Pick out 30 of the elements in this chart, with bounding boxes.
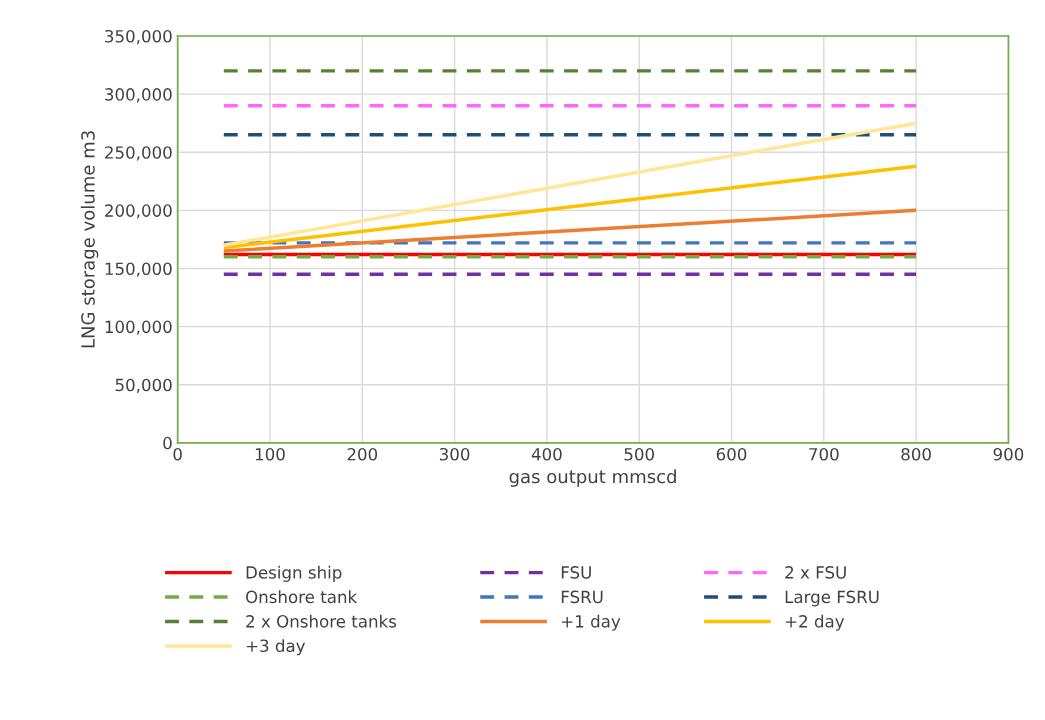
x-tick-label: 400 <box>531 447 562 461</box>
x-axis-title: gas output mmscd <box>509 469 676 487</box>
x-tick-label: 500 <box>624 447 654 461</box>
y-tick-label: 350,000 <box>105 29 172 45</box>
legend-label: Design ship <box>246 565 342 582</box>
legend-label: +1 day <box>562 614 621 631</box>
x-tick-label: 300 <box>439 447 470 461</box>
y-tick-label: 100,000 <box>105 320 172 335</box>
x-tick-label: 0 <box>173 447 182 461</box>
x-tick-label: 900 <box>993 447 1024 461</box>
x-tick-label: 700 <box>809 447 839 461</box>
legend-label: 2 x Onshore tanks <box>246 614 397 628</box>
legend-label: FSU <box>561 566 591 579</box>
y-tick-label: 0 <box>163 436 172 450</box>
legend-label: +2 day <box>785 614 845 631</box>
y-tick-label: 250,000 <box>105 146 172 161</box>
y-axis-title: LNG storage volume m3 <box>80 131 99 348</box>
y-tick-label: 200,000 <box>105 204 172 219</box>
x-tick-label: 800 <box>901 447 931 461</box>
legend-label: FSRU <box>561 590 603 604</box>
y-tick-label: 150,000 <box>105 262 172 277</box>
x-tick-label: 100 <box>255 447 285 461</box>
legend-label: Onshore tank <box>245 590 358 604</box>
legend-label: +3 day <box>246 639 306 656</box>
y-tick-label: 50,000 <box>115 378 172 393</box>
x-tick-label: 200 <box>347 447 378 461</box>
legend-label: 2 x FSU <box>785 566 846 579</box>
x-tick-label: 600 <box>716 447 747 461</box>
legend-label: Large FSRU <box>785 590 879 607</box>
y-tick-label: 300,000 <box>105 88 172 103</box>
